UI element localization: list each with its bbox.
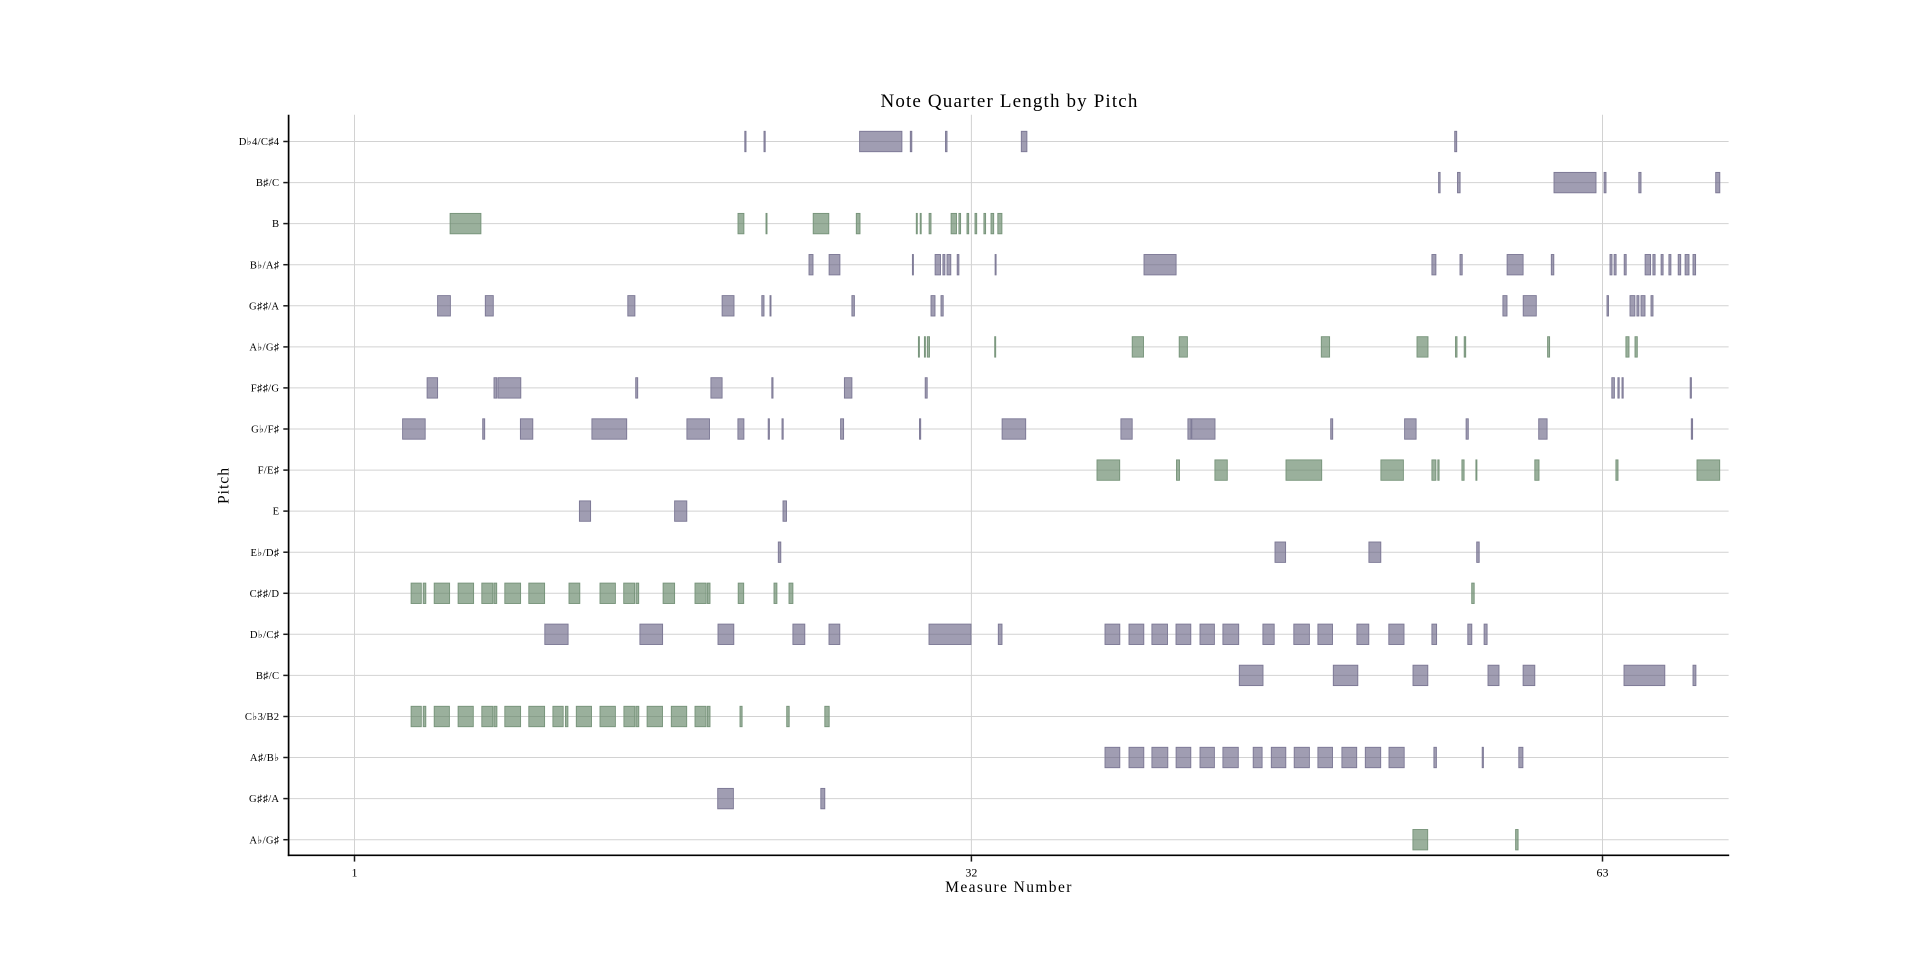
svg-text:Note Quarter Length by Pitch: Note Quarter Length by Pitch [880, 91, 1138, 112]
svg-text:A♯/B♭: A♯/B♭ [250, 752, 279, 764]
svg-text:B♯/C: B♯/C [256, 178, 280, 189]
svg-text:B♭/A♯: B♭/A♯ [250, 259, 280, 271]
svg-text:63: 63 [1597, 865, 1609, 879]
svg-text:G♭/F♯: G♭/F♯ [251, 424, 280, 436]
svg-text:B: B [272, 219, 279, 230]
svg-text:E: E [273, 507, 280, 518]
svg-text:Measure Number: Measure Number [945, 879, 1073, 896]
svg-text:B♯/C: B♯/C [256, 671, 280, 682]
svg-text:A♭/G♯: A♭/G♯ [249, 834, 279, 846]
svg-text:G♯♯/A: G♯♯/A [249, 301, 279, 312]
svg-text:1: 1 [352, 865, 358, 879]
svg-text:G♯♯/A: G♯♯/A [249, 794, 279, 805]
svg-text:E♭/D♯: E♭/D♯ [251, 547, 280, 559]
svg-text:F/E♯: F/E♯ [258, 466, 280, 477]
svg-text:D♭4/C♯4: D♭4/C♯4 [239, 136, 280, 148]
svg-text:D♭/C♯: D♭/C♯ [250, 629, 280, 641]
svg-text:32: 32 [965, 865, 977, 879]
svg-text:F♯♯/G: F♯♯/G [251, 384, 280, 395]
svg-text:C♭3/B2: C♭3/B2 [245, 711, 279, 723]
svg-text:C♯♯/D: C♯♯/D [250, 589, 280, 600]
svg-text:A♭/G♯: A♭/G♯ [249, 342, 279, 354]
svg-text:Pitch: Pitch [215, 467, 232, 504]
